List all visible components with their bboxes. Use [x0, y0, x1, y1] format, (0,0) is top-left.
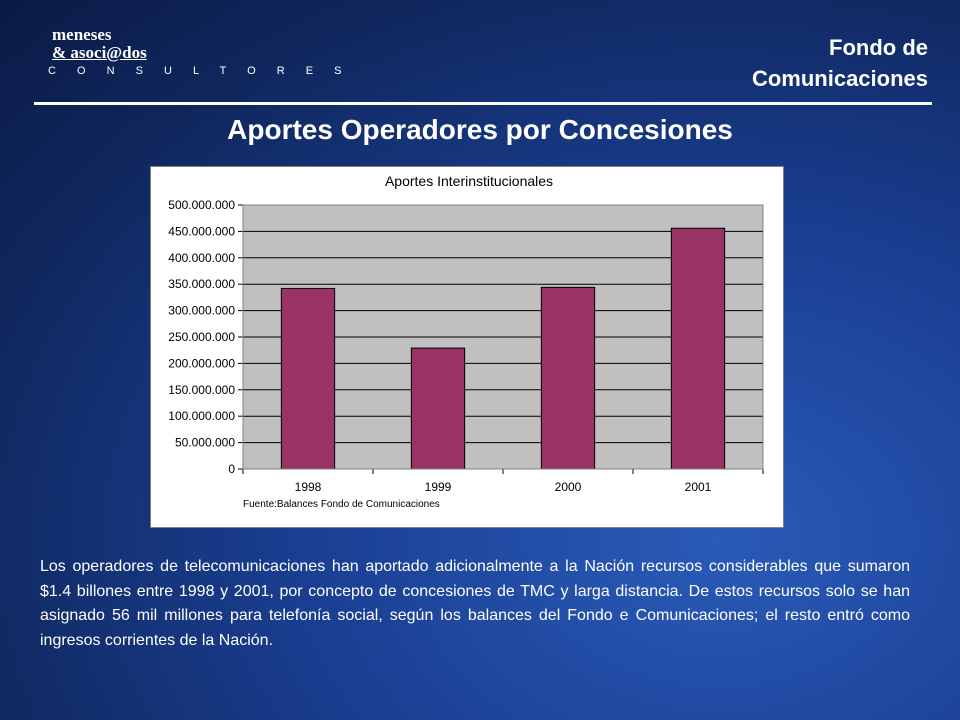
- organization-name: Fondo de Comunicaciones: [752, 32, 928, 94]
- y-tick-label: 450.000.000: [168, 224, 235, 238]
- bar: [540, 286, 596, 470]
- bar: [280, 287, 336, 470]
- header-divider: [34, 102, 932, 105]
- y-tick-label: 100.000.000: [168, 409, 235, 423]
- x-tick-label: 1998: [295, 480, 322, 494]
- org-line-1: Fondo de: [829, 35, 928, 60]
- logo-line-2: & asoci@dos: [52, 43, 147, 62]
- y-tick-label: 250.000.000: [168, 330, 235, 344]
- logo-line-3: C O N S U L T O R E S: [48, 65, 351, 77]
- plot-border: [242, 204, 764, 470]
- y-tick-label: 0: [228, 462, 235, 476]
- y-tick-label: 500.000.000: [168, 198, 235, 212]
- chart-title: Aportes Interinstitucionales: [385, 173, 553, 189]
- org-line-2: Comunicaciones: [751, 66, 928, 91]
- slide-description: Los operadores de telecomunicaciones han…: [40, 558, 910, 649]
- logo-line-1: meneses: [52, 25, 112, 44]
- axes: 0 50.000.000 100.000.000 150.000.000 200.000…: [168, 198, 764, 494]
- y-tick-label: 50.000.000: [175, 436, 235, 450]
- bar-chart: Aportes Interinstitucionales 0 50.000.000…: [168, 173, 764, 510]
- slide-title: Aportes Operadores por Concesiones: [227, 114, 733, 145]
- bars: [280, 227, 726, 470]
- bar: [410, 347, 466, 470]
- x-tick-label: 2000: [555, 480, 582, 494]
- x-tick-label: 1999: [425, 480, 452, 494]
- company-logo: meneses & asoci@dos C O N S U L T O R E …: [48, 25, 351, 80]
- y-tick-label: 200.000.000: [168, 356, 235, 370]
- x-tick-label: 2001: [685, 480, 712, 494]
- y-tick-label: 350.000.000: [168, 277, 235, 291]
- chart-source-note: Fuente:Balances Fondo de Comunicaciones: [243, 499, 440, 510]
- y-tick-label: 400.000.000: [168, 251, 235, 265]
- chart-container: Aportes Interinstitucionales 0 50.000.000…: [150, 166, 784, 528]
- bar: [670, 227, 726, 470]
- y-tick-label: 150.000.000: [168, 383, 235, 397]
- y-tick-label: 300.000.000: [168, 304, 235, 318]
